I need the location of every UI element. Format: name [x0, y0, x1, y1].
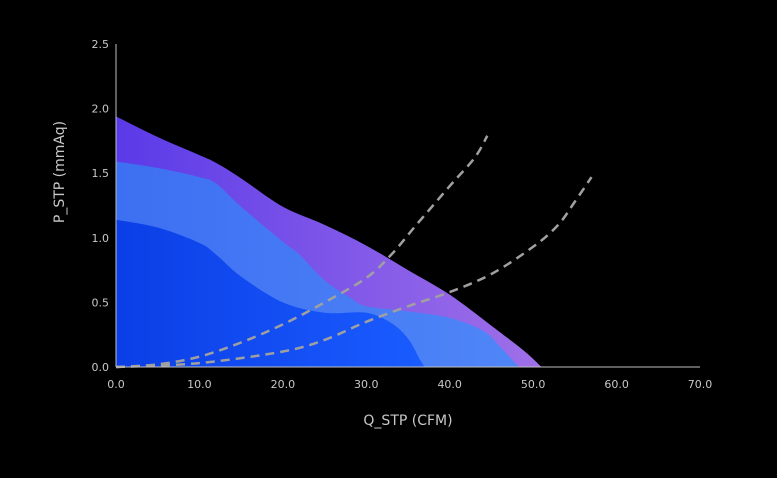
x-tick-label: 60.0	[604, 378, 629, 391]
system-curve-1	[115, 135, 489, 369]
system-curve-2	[115, 176, 593, 369]
y-tick-label: 0.0	[92, 361, 110, 374]
y-tick-label: 1.0	[92, 232, 110, 245]
x-tick-labels: 0.0 10.0 20.0 30.0 40.0 50.0 60.0 70.0	[107, 378, 712, 391]
y-tick-label: 1.5	[92, 167, 110, 180]
y-axis-title: P_STP (mmAq)	[52, 121, 68, 223]
x-tick-label: 70.0	[688, 378, 713, 391]
x-tick-label: 10.0	[187, 378, 212, 391]
areas-layer	[116, 116, 542, 368]
y-tick-label: 2.0	[92, 103, 110, 116]
x-tick-label: 0.0	[107, 378, 125, 391]
x-tick-label: 30.0	[354, 378, 379, 391]
x-tick-label: 40.0	[437, 378, 462, 391]
x-tick-label: 20.0	[271, 378, 296, 391]
x-axis-title: Q_STP (CFM)	[363, 413, 452, 429]
axes-layer	[115, 44, 700, 368]
y-tick-label: 2.5	[92, 38, 110, 51]
fan-curve-area-3	[116, 219, 425, 367]
y-tick-labels: 0.0 0.5 1.0 1.5 2.0 2.5	[92, 38, 110, 374]
system-curves-layer	[115, 135, 593, 369]
y-tick-label: 0.5	[92, 296, 110, 309]
x-tick-label: 50.0	[521, 378, 546, 391]
